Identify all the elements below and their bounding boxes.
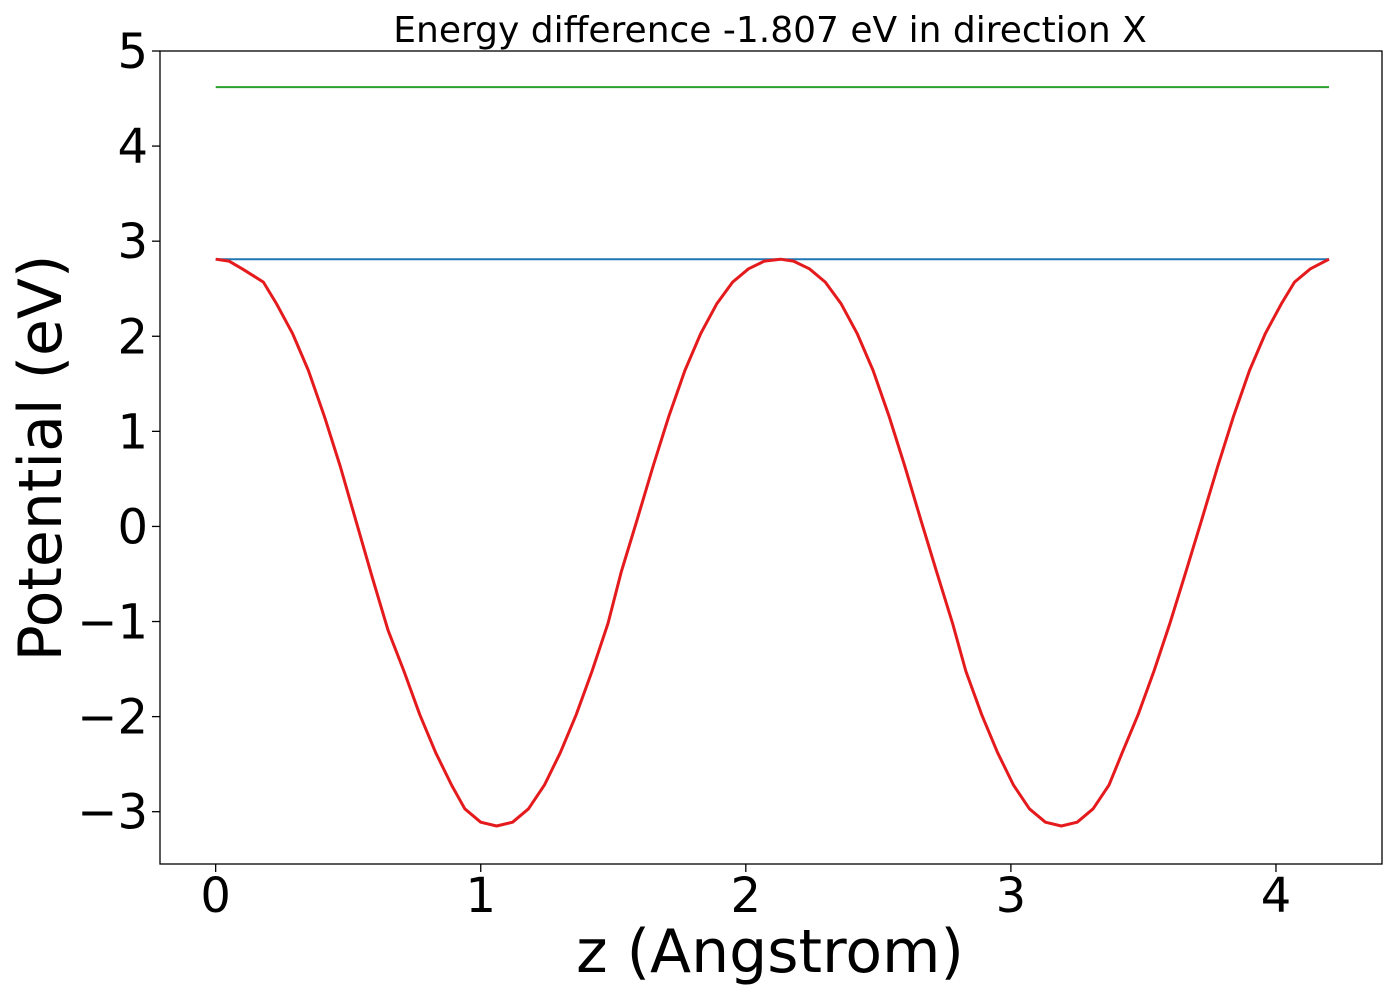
x-tick-label: 4: [1261, 868, 1292, 924]
chart-title: Energy difference -1.807 eV in direction…: [393, 10, 1147, 51]
plot-area-frame: [159, 50, 1383, 865]
x-tick-label: 1: [465, 868, 496, 924]
y-axis-label: Potential (eV): [6, 255, 76, 662]
y-tick-label: 0: [117, 499, 148, 555]
y-tick-label: 5: [117, 24, 148, 80]
series-line-2: [215, 257, 1330, 828]
y-tick-label: 2: [117, 309, 148, 365]
x-tick-label: 2: [731, 868, 762, 924]
x-axis: 0 1 2 3 4: [200, 864, 1291, 924]
y-tick-label: −3: [77, 785, 148, 841]
series-layer: [215, 86, 1330, 828]
y-tick-label: 4: [117, 119, 148, 175]
x-axis-label: z (Angstrom): [576, 917, 964, 987]
y-tick-label: −1: [77, 595, 148, 651]
y-axis: 5 4 3 2 1 0 −1 −2 −3: [77, 24, 160, 841]
y-tick-label: −2: [77, 690, 148, 746]
x-tick-label: 3: [996, 868, 1027, 924]
x-tick-label: 0: [200, 868, 231, 924]
y-tick-label: 1: [117, 404, 148, 460]
y-tick-label: 3: [117, 214, 148, 270]
